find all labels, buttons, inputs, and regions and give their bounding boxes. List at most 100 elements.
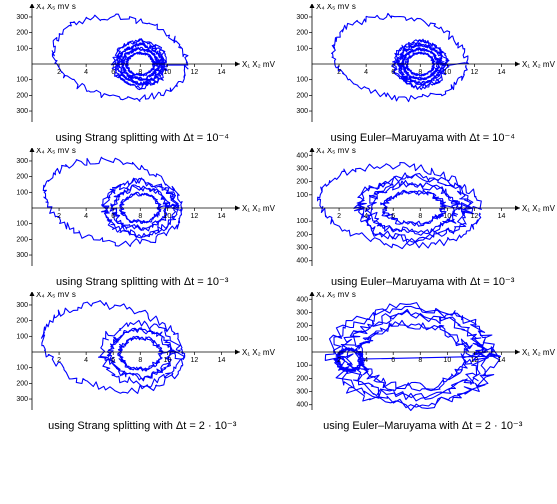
svg-text:2: 2 [337, 357, 341, 364]
svg-text:300: 300 [16, 396, 28, 403]
svg-text:8: 8 [138, 213, 142, 220]
svg-text:6: 6 [391, 69, 395, 76]
svg-text:200: 200 [16, 236, 28, 243]
svg-text:300: 300 [297, 389, 309, 396]
svg-text:100: 100 [297, 362, 309, 369]
y-axis-label: X₄ X₅ mV s [316, 148, 356, 155]
y-axis-label: X₄ X₅ mV s [316, 292, 356, 299]
svg-text:12: 12 [190, 69, 198, 76]
chart-panel: 2468101214300200100100200300X₄ X₅ mV sX₁… [4, 4, 281, 144]
x-axis-label: X₁ X₂ mV [242, 60, 275, 69]
svg-text:200: 200 [16, 92, 28, 99]
svg-text:200: 200 [297, 375, 309, 382]
svg-text:4: 4 [84, 357, 88, 364]
svg-text:12: 12 [471, 357, 479, 364]
svg-text:300: 300 [297, 309, 309, 316]
svg-text:200: 200 [297, 92, 309, 99]
svg-text:10: 10 [163, 213, 171, 220]
svg-text:2: 2 [57, 213, 61, 220]
svg-text:400: 400 [297, 258, 309, 265]
svg-text:8: 8 [419, 69, 423, 76]
svg-text:100: 100 [297, 218, 309, 225]
phase-plot: 2468101214300200100100200300X₄ X₅ mV sX₁… [10, 148, 275, 268]
svg-text:8: 8 [419, 213, 423, 220]
svg-text:14: 14 [217, 357, 225, 364]
x-axis-label: X₁ X₂ mV [522, 60, 555, 69]
svg-text:10: 10 [444, 69, 452, 76]
svg-text:100: 100 [297, 192, 309, 199]
trajectory-path [332, 13, 469, 101]
x-axis-label: X₁ X₂ mV [242, 204, 275, 213]
panel-caption: using Strang splitting with Δt = 2 · 10⁻… [48, 419, 236, 432]
svg-text:4: 4 [364, 213, 368, 220]
svg-text:8: 8 [419, 357, 423, 364]
panel-caption: using Euler–Maruyama with Δt = 10⁻⁴ [331, 131, 516, 144]
phase-plot: 2468101214400300200100100200300400X₄ X₅ … [290, 292, 555, 412]
chart-panel: 2468101214300200100100200300X₄ X₅ mV sX₁… [4, 148, 281, 288]
svg-text:200: 200 [297, 323, 309, 330]
svg-text:200: 200 [297, 30, 309, 37]
svg-text:2: 2 [57, 69, 61, 76]
svg-text:12: 12 [471, 213, 479, 220]
svg-text:300: 300 [297, 245, 309, 252]
svg-text:200: 200 [16, 380, 28, 387]
svg-text:6: 6 [111, 357, 115, 364]
y-axis-label: X₄ X₅ mV s [36, 148, 76, 155]
svg-text:4: 4 [84, 213, 88, 220]
svg-text:14: 14 [498, 357, 506, 364]
svg-text:8: 8 [138, 357, 142, 364]
trajectory-path [43, 157, 182, 246]
panel-caption: using Strang splitting with Δt = 10⁻⁴ [56, 131, 230, 144]
panel-caption: using Euler–Maruyama with Δt = 2 · 10⁻³ [323, 419, 522, 432]
phase-plot: 2468101214300200100100200300X₄ X₅ mV sX₁… [10, 4, 275, 124]
svg-text:4: 4 [84, 69, 88, 76]
y-axis-label: X₄ X₅ mV s [36, 4, 76, 11]
svg-text:100: 100 [297, 77, 309, 84]
svg-text:300: 300 [16, 108, 28, 115]
chart-panel: 2468101214400300200100100200300400X₄ X₅ … [285, 148, 557, 288]
svg-text:300: 300 [16, 14, 28, 21]
y-axis-label: X₄ X₅ mV s [316, 4, 356, 11]
svg-text:6: 6 [391, 357, 395, 364]
svg-text:6: 6 [391, 213, 395, 220]
svg-text:100: 100 [16, 221, 28, 228]
panel-caption: using Euler–Maruyama with Δt = 10⁻³ [331, 275, 514, 288]
svg-text:300: 300 [297, 165, 309, 172]
phase-plot: 2468101214300200100100200300X₄ X₅ mV sX₁… [10, 292, 275, 412]
svg-text:200: 200 [297, 231, 309, 238]
phase-plot: 2468101214400300200100100200300400X₄ X₅ … [290, 148, 555, 268]
svg-text:10: 10 [444, 213, 452, 220]
svg-text:200: 200 [297, 179, 309, 186]
trajectory-path [318, 163, 482, 249]
svg-text:300: 300 [16, 302, 28, 309]
svg-text:6: 6 [111, 213, 115, 220]
svg-text:2: 2 [57, 357, 61, 364]
x-axis-label: X₁ X₂ mV [242, 348, 275, 357]
x-axis-label: X₁ X₂ mV [522, 204, 555, 213]
svg-text:10: 10 [444, 357, 452, 364]
svg-text:8: 8 [138, 69, 142, 76]
panel-caption: using Strang splitting with Δt = 10⁻³ [56, 275, 228, 288]
svg-text:10: 10 [163, 357, 171, 364]
svg-text:200: 200 [16, 318, 28, 325]
svg-text:100: 100 [297, 336, 309, 343]
svg-text:400: 400 [297, 296, 309, 303]
svg-text:400: 400 [297, 152, 309, 159]
chart-panel: 2468101214300200100100200300X₄ X₅ mV sX₁… [285, 4, 557, 144]
phase-plot: 2468101214300200100100200300X₄ X₅ mV sX₁… [290, 4, 555, 124]
svg-text:14: 14 [217, 213, 225, 220]
svg-text:4: 4 [364, 357, 368, 364]
svg-text:100: 100 [16, 333, 28, 340]
svg-text:300: 300 [16, 158, 28, 165]
svg-text:100: 100 [16, 77, 28, 84]
x-axis-label: X₁ X₂ mV [522, 348, 555, 357]
trajectory-path [41, 301, 185, 394]
svg-text:300: 300 [16, 252, 28, 259]
svg-text:100: 100 [297, 45, 309, 52]
svg-text:300: 300 [297, 108, 309, 115]
svg-text:200: 200 [16, 174, 28, 181]
svg-text:300: 300 [297, 14, 309, 21]
figure-grid: 2 4 6 8 10 12 14 300 200 100 100 200 300 X₄ X₅ mV s X₁… [4, 4, 557, 432]
svg-text:2: 2 [337, 69, 341, 76]
svg-text:12: 12 [190, 357, 198, 364]
